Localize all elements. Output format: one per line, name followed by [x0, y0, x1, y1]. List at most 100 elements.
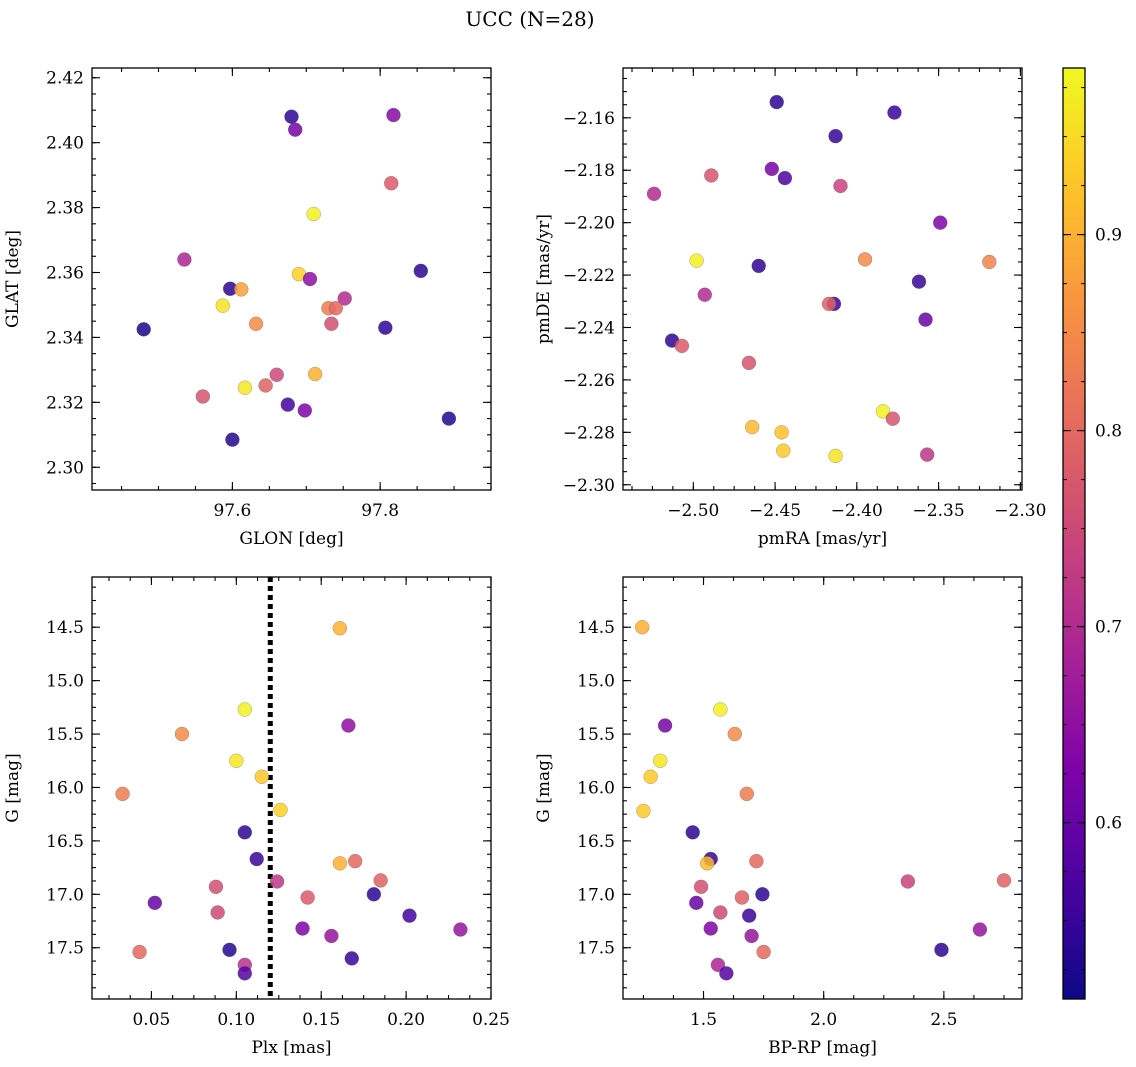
scatter-point — [713, 905, 728, 920]
scatter-point — [132, 944, 147, 960]
colorbar-gradient — [1062, 67, 1086, 1000]
scatter-point — [744, 928, 759, 944]
scatter-point — [918, 312, 933, 327]
scatter-point — [229, 753, 244, 769]
scatter-point — [215, 298, 231, 313]
scatter-point — [347, 853, 363, 869]
scatter-point — [302, 271, 318, 287]
scatter-point — [332, 621, 348, 636]
y-tick-label: −2.28 — [563, 423, 615, 443]
scatter-point — [177, 252, 192, 267]
x-axis-label: pmRA [mas/yr] — [758, 529, 887, 549]
y-tick-label: 2.36 — [46, 264, 84, 284]
panel-propermotion: −2.50 −2.45 −2.40 −2.35 −2.30 −2.30 −2.28 −2.26… — [534, 67, 1046, 549]
scatter-point — [755, 887, 770, 902]
scatter-point — [828, 448, 843, 464]
scatter-point — [254, 769, 270, 785]
y-tick-label: 15.5 — [46, 725, 84, 745]
colorbar-tick-label: 0.6 — [1095, 814, 1122, 834]
scatter-point — [441, 411, 457, 426]
scatter-point — [741, 355, 757, 371]
scatter-point — [300, 890, 315, 905]
scatter-points — [634, 619, 1012, 981]
scatter-point — [237, 702, 253, 717]
scatter-point — [280, 397, 296, 412]
scatter-point — [269, 367, 284, 383]
y-tick-label: 16.0 — [46, 778, 84, 798]
ticks — [92, 577, 492, 999]
scatter-point — [828, 128, 843, 144]
scatter-points — [115, 621, 468, 981]
scatter-point — [646, 186, 662, 202]
scatter-point — [885, 411, 901, 426]
colorbar-tick-label: 0.9 — [1095, 226, 1122, 246]
scatter-point — [225, 432, 240, 447]
y-tick-label: −2.18 — [563, 161, 615, 181]
scatter-point — [774, 425, 789, 440]
scatter-point — [833, 178, 848, 194]
y-tick-label: 17.5 — [46, 939, 84, 959]
scatter-point — [287, 122, 303, 137]
scatter-point — [911, 274, 927, 289]
x-tick-label: 0.10 — [217, 1010, 255, 1030]
x-tick-label: 97.6 — [213, 501, 251, 521]
x-tick-label: −2.40 — [831, 501, 883, 521]
panel-spatial: 97.6 97.8 2.30 2.32 2.34 2.36 2.38 2.40 2.42 GLON… — [3, 67, 492, 549]
ticks — [623, 577, 1022, 999]
scatter-point — [222, 942, 237, 958]
y-axis-label: pmDE [mas/yr] — [534, 214, 554, 344]
scatter-point — [996, 873, 1012, 888]
x-tick-label: −2.35 — [913, 501, 965, 521]
scatter-point — [744, 419, 760, 435]
scatter-point — [208, 879, 224, 895]
scatter-point — [751, 258, 766, 274]
scatter-point — [324, 928, 339, 944]
scatter-point — [653, 753, 668, 769]
scatter-point — [297, 403, 313, 418]
scatter-point — [857, 252, 873, 267]
scatter-point — [210, 905, 225, 920]
y-tick-label: −2.20 — [563, 214, 615, 234]
x-axis-label: Plx [mas] — [251, 1038, 331, 1058]
scatter-point — [919, 447, 935, 462]
scatter-points — [136, 107, 457, 447]
scatter-point — [697, 287, 713, 302]
y-tick-label: −2.30 — [563, 476, 615, 496]
scatter-point — [713, 702, 728, 717]
x-tick-label: 0.05 — [132, 1010, 170, 1030]
y-tick-label: 2.40 — [46, 134, 84, 154]
y-tick-label: 2.38 — [46, 199, 84, 219]
axes-frame — [91, 576, 492, 1000]
scatter-point — [875, 404, 891, 419]
colorbar-tick-label: 0.8 — [1095, 422, 1122, 442]
scatter-point — [634, 619, 650, 635]
ticks — [92, 68, 492, 490]
y-tick-label: 15.0 — [577, 672, 615, 692]
axes-frame — [622, 576, 1023, 1000]
scatter-point — [776, 443, 791, 458]
scatter-point — [384, 175, 399, 191]
scatter-point — [324, 316, 339, 332]
y-tick-label: 16.5 — [577, 832, 615, 852]
y-tick-label: 2.34 — [46, 328, 84, 348]
scatter-point — [413, 263, 429, 279]
scatter-point — [344, 951, 360, 966]
y-tick-label: 16.0 — [577, 778, 615, 798]
x-tick-label: 2.0 — [810, 1010, 837, 1030]
scatter-point — [378, 320, 393, 335]
x-tick-label: 0.20 — [387, 1010, 425, 1030]
scatter-point — [657, 718, 673, 733]
scatter-point — [328, 300, 344, 316]
scatter-point — [727, 726, 743, 742]
ticks — [623, 68, 1022, 490]
x-axis-label: BP-RP [mag] — [768, 1038, 877, 1058]
scatter-point — [237, 966, 253, 981]
scatter-point — [934, 942, 949, 958]
axes-frame — [622, 67, 1023, 491]
scatter-point — [115, 786, 130, 802]
scatter-point — [900, 874, 916, 889]
scatter-point — [636, 803, 651, 819]
scatter-points — [646, 94, 997, 464]
y-tick-label: −2.26 — [563, 371, 615, 391]
